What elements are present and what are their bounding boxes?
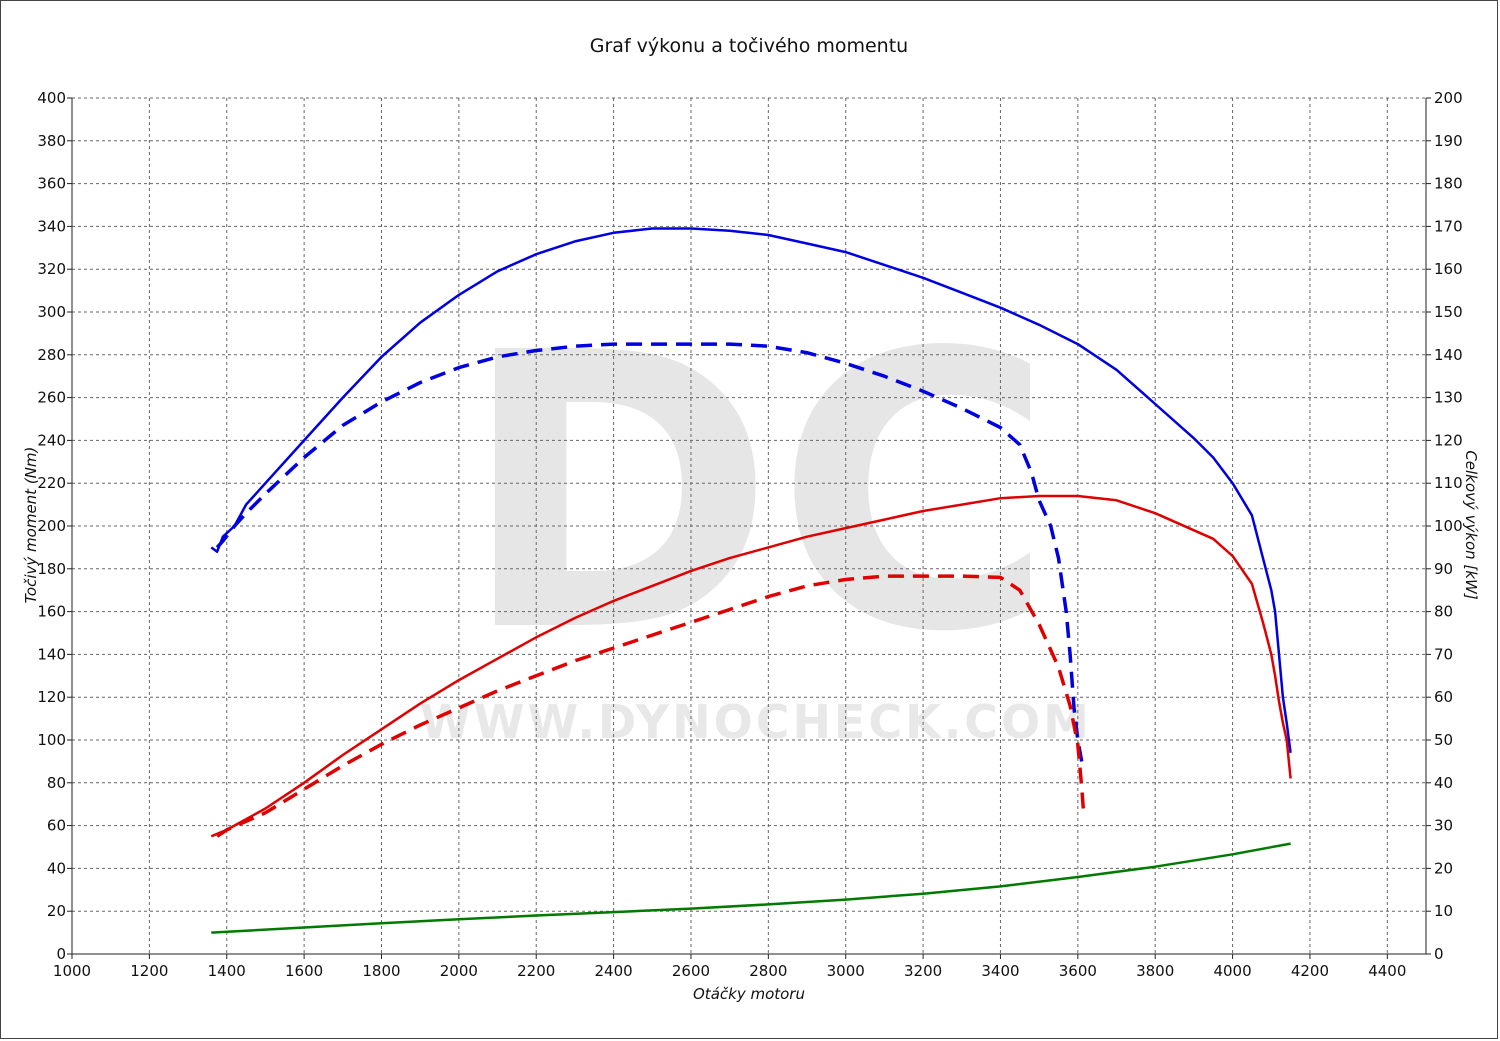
y-right-tick-label: 30	[1434, 817, 1453, 835]
y-left-tick-label: 300	[37, 303, 66, 321]
x-tick-label: 2200	[517, 962, 555, 980]
x-axis-label: Otáčky motoru	[693, 985, 805, 1003]
x-tick-label: 2800	[749, 962, 787, 980]
y-right-tick-label: 20	[1434, 859, 1453, 877]
y-right-tick-label: 60	[1434, 688, 1453, 706]
axes: 1000 1200 1400 1600 1800 2000 2200 2400 2600 2800…	[37, 89, 1462, 980]
y-left-tick-label: 80	[47, 774, 66, 792]
y-right-tick-label: 180	[1434, 175, 1463, 193]
y-right-tick-label: 50	[1434, 731, 1453, 749]
x-tick-label: 4000	[1213, 962, 1251, 980]
y-left-tick-label: 120	[37, 688, 66, 706]
torque-stock-curve	[215, 342, 1084, 762]
y-left-tick-label: 200	[37, 517, 66, 535]
y-left-tick-label: 340	[37, 217, 66, 235]
y-right-tick-label: 40	[1434, 774, 1453, 792]
y-right-tick-label: 10	[1434, 902, 1453, 920]
x-tick-label: 3600	[1059, 962, 1097, 980]
curves	[210, 227, 1292, 934]
y-axis-label-right: Celkový výkon [kW]	[1462, 450, 1480, 600]
x-tick-label: 3000	[827, 962, 865, 980]
y-right-tick-label: 160	[1434, 260, 1463, 278]
x-tick-label: 2000	[440, 962, 478, 980]
x-tick-label: 3200	[904, 962, 942, 980]
x-tick-label: 3800	[1136, 962, 1174, 980]
y-right-tick-label: 110	[1434, 474, 1463, 492]
y-left-tick-label: 360	[37, 175, 66, 193]
y-left-tick-label: 180	[37, 560, 66, 578]
x-tick-label: 1800	[362, 962, 400, 980]
y-right-tick-label: 200	[1434, 89, 1463, 107]
x-tick-label: 4400	[1368, 962, 1406, 980]
y-left-tick-label: 400	[37, 89, 66, 107]
y-right-tick-label: 150	[1434, 303, 1463, 321]
y-left-tick-label: 260	[37, 389, 66, 407]
y-right-tick-label: 70	[1434, 645, 1453, 663]
y-axis-label-left: Točivý moment (Nm)	[22, 447, 40, 604]
y-left-tick-label: 100	[37, 731, 66, 749]
y-left-tick-label: 140	[37, 645, 66, 663]
y-right-tick-label: 80	[1434, 603, 1453, 621]
y-left-tick-label: 320	[37, 260, 66, 278]
power-stock-curve	[216, 574, 1086, 838]
y-right-tick-label: 100	[1434, 517, 1463, 535]
watermark-logo: DC	[460, 272, 1054, 715]
y-left-tick-label: 0	[56, 945, 66, 963]
y-left-tick-label: 220	[37, 474, 66, 492]
y-right-tick-label: 130	[1434, 389, 1463, 407]
y-left-tick-label: 280	[37, 346, 66, 364]
chart-title: Graf výkonu a točivého momentu	[590, 35, 908, 57]
x-tick-label: 1400	[208, 962, 246, 980]
watermark-url: WWW.DYNOCHECK.COM	[420, 695, 1092, 749]
y-right-tick-label: 170	[1434, 217, 1463, 235]
x-tick-label: 3400	[981, 962, 1019, 980]
power-curve	[210, 494, 1292, 838]
x-tick-label: 2400	[595, 962, 633, 980]
y-left-tick-label: 20	[47, 902, 66, 920]
grid	[72, 97, 1426, 954]
x-tick-label: 1200	[130, 962, 168, 980]
y-left-tick-label: 380	[37, 132, 66, 150]
y-left-tick-label: 40	[47, 859, 66, 877]
x-tick-label: 1000	[53, 962, 91, 980]
x-tick-label: 2600	[672, 962, 710, 980]
y-right-tick-label: 120	[1434, 431, 1463, 449]
y-right-tick-label: 90	[1434, 560, 1453, 578]
watermark: DC WWW.DYNOCHECK.COM	[420, 272, 1092, 749]
x-tick-label: 4200	[1291, 962, 1329, 980]
y-left-tick-label: 240	[37, 431, 66, 449]
x-tick-label: 1600	[285, 962, 323, 980]
y-left-tick-label: 160	[37, 603, 66, 621]
y-right-tick-label: 140	[1434, 346, 1463, 364]
y-left-tick-label: 60	[47, 817, 66, 835]
loss-power-curve	[211, 842, 1291, 934]
torque-curve	[210, 227, 1292, 753]
y-right-tick-label: 0	[1434, 945, 1444, 963]
y-right-tick-label: 190	[1434, 132, 1463, 150]
